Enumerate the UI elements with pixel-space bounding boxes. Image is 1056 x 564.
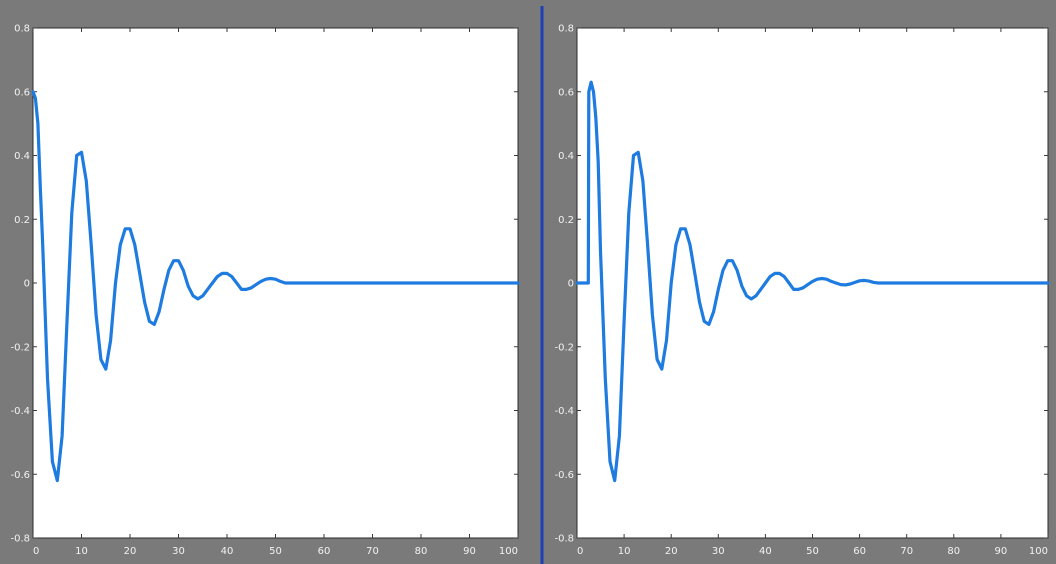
right-series-line	[575, 80, 1050, 483]
right-xtick-label: 90	[995, 546, 1008, 557]
left-xtick-label: 0	[33, 546, 39, 557]
right-xtick-label: 60	[853, 546, 866, 557]
right-y-axis: 0.8 0.6 0.4 0.2 0 -0.2 -0.4 -0.6 -0.8	[554, 24, 1048, 545]
right-x-axis: 0 10 20 30 40 50 60 70 80 90 100	[576, 28, 1049, 557]
left-ytick-label: -0.4	[10, 406, 30, 417]
left-y-axis: 0.8 0.6 0.4 0.2 0 -0.2 -0.4 -0.6 -0.8	[10, 24, 518, 545]
left-xtick-label: 60	[318, 546, 331, 557]
right-ytick-label: 0.4	[558, 151, 574, 162]
left-ytick-label: -0.2	[10, 342, 30, 353]
right-xtick-label: 20	[665, 546, 678, 557]
left-xtick-label: 20	[124, 546, 137, 557]
left-ytick-label: 0.4	[14, 151, 30, 162]
right-ytick-label: -0.6	[554, 470, 574, 481]
right-xtick-label: 40	[759, 546, 772, 557]
left-series-line	[31, 90, 520, 483]
left-xtick-label: 50	[269, 546, 282, 557]
left-xtick-label: 10	[75, 546, 88, 557]
right-ytick-label: 0	[568, 279, 574, 290]
left-xtick-label: 80	[415, 546, 428, 557]
right-ytick-label: -0.4	[554, 406, 574, 417]
left-ytick-label: -0.6	[10, 470, 30, 481]
right-xtick-label: 80	[947, 546, 960, 557]
left-ytick-label: 0	[24, 279, 30, 290]
left-series-group	[31, 90, 520, 483]
right-xtick-label: 100	[1029, 546, 1048, 557]
left-ytick-label: 0.8	[14, 24, 30, 35]
left-xtick-label: 40	[221, 546, 234, 557]
right-ytick-label: -0.8	[554, 534, 574, 545]
left-ytick-label: 0.6	[14, 87, 30, 98]
left-ytick-label: -0.8	[10, 534, 30, 545]
right-xtick-label: 50	[806, 546, 819, 557]
right-xtick-label: 0	[577, 546, 583, 557]
right-ytick-label: 0.2	[558, 215, 574, 226]
right-ytick-label: 0.6	[558, 87, 574, 98]
right-ytick-label: 0.8	[558, 24, 574, 35]
right-ytick-label: -0.2	[554, 342, 574, 353]
right-series-group	[575, 80, 1050, 483]
right-xtick-label: 70	[900, 546, 913, 557]
left-x-axis: 0 10 20 30 40 50 60 70 80 90 100	[32, 28, 519, 557]
left-xtick-label: 90	[463, 546, 476, 557]
left-xtick-label: 30	[172, 546, 185, 557]
left-xtick-label: 100	[499, 546, 518, 557]
left-plot-panel: 0.8 0.6 0.4 0.2 0 -0.2 -0.4 -0.6 -0.8 0 10 20 30 40 5…	[10, 24, 520, 557]
left-xtick-label: 70	[366, 546, 379, 557]
left-ytick-label: 0.2	[14, 215, 30, 226]
right-xtick-label: 10	[618, 546, 631, 557]
right-plot-panel: 0.8 0.6 0.4 0.2 0 -0.2 -0.4 -0.6 -0.8 0 10 20 30 40 5…	[554, 24, 1050, 557]
right-xtick-label: 30	[712, 546, 725, 557]
